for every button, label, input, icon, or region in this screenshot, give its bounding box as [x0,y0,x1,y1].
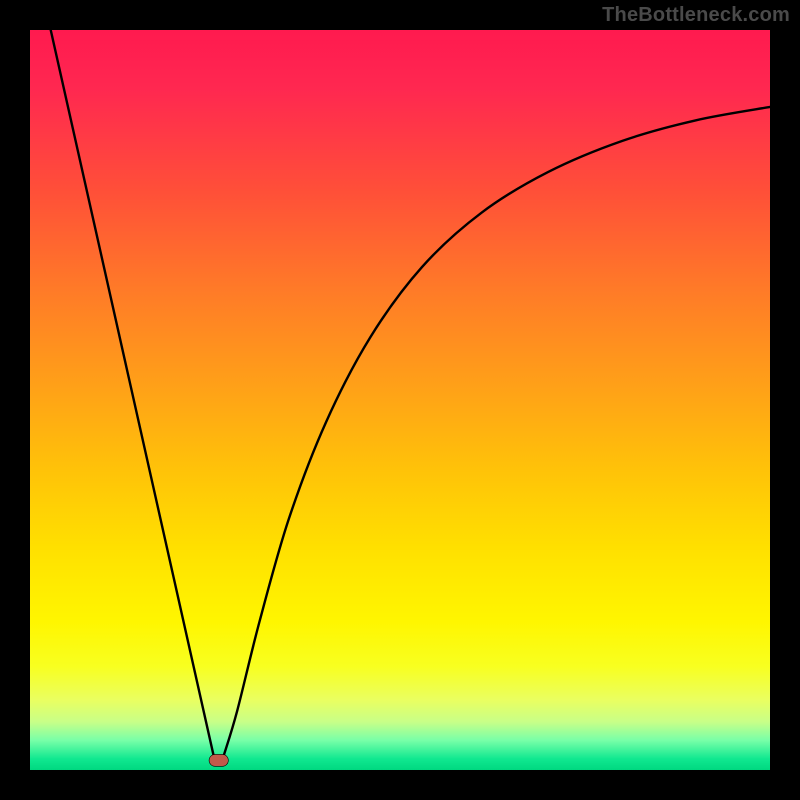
watermark-text: TheBottleneck.com [602,4,790,27]
optimum-marker [209,754,228,766]
bottleneck-chart [0,0,800,800]
chart-background [30,30,770,770]
